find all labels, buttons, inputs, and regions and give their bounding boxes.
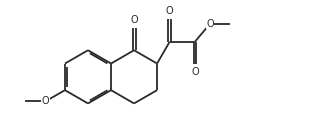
Text: O: O xyxy=(130,15,138,25)
Text: O: O xyxy=(42,96,49,106)
Text: O: O xyxy=(191,67,199,77)
Text: O: O xyxy=(206,19,214,29)
Text: O: O xyxy=(166,6,174,16)
